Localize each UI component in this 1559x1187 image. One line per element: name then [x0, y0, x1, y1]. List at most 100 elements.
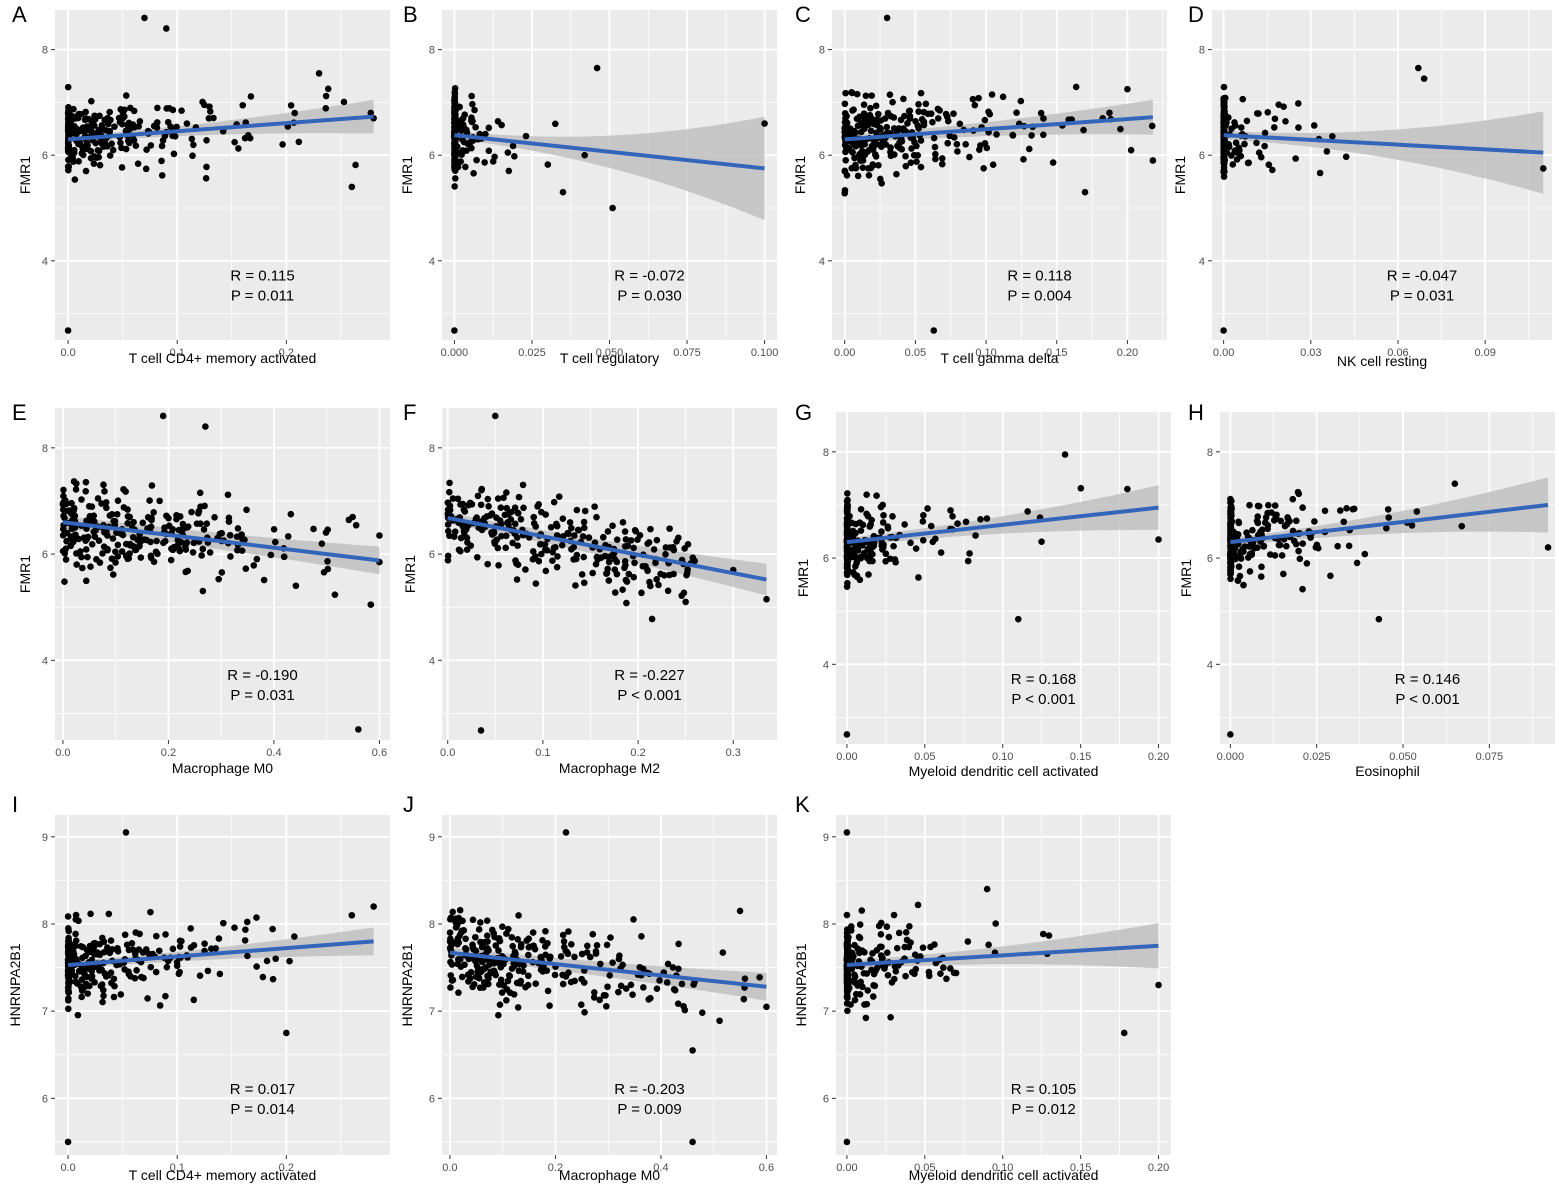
data-point	[1271, 115, 1279, 123]
data-point	[1246, 568, 1254, 575]
data-point	[1299, 540, 1307, 547]
data-point	[495, 947, 502, 954]
regression-line	[1223, 133, 1544, 155]
y-tick-label: 4	[819, 256, 825, 268]
p-value: P = 0.004	[1007, 288, 1071, 305]
data-point	[125, 946, 133, 954]
data-point	[544, 161, 552, 168]
x-tick-label: 0.15	[1070, 1162, 1091, 1174]
x-tick-label: 0.050	[596, 347, 624, 359]
y-tick-label: 4	[823, 659, 829, 671]
data-point	[597, 960, 604, 968]
data-point	[573, 506, 581, 514]
data-point	[111, 982, 118, 990]
data-point	[472, 515, 480, 523]
data-point	[500, 494, 507, 502]
data-point	[879, 519, 887, 526]
data-point	[966, 550, 973, 557]
data-point	[853, 115, 861, 123]
data-point	[864, 987, 872, 994]
data-point	[1253, 139, 1260, 147]
data-point	[65, 995, 72, 1002]
data-point	[82, 980, 90, 988]
p-value: P < 0.001	[617, 687, 681, 704]
data-point	[1294, 488, 1302, 496]
data-point	[73, 561, 80, 568]
p-value: P < 0.001	[1011, 691, 1075, 708]
y-tick-label: 4	[429, 655, 435, 667]
data-point	[61, 578, 68, 586]
x-tick-label: 0.2	[630, 747, 645, 759]
data-point	[1013, 109, 1020, 117]
data-point	[189, 152, 196, 160]
panel-c: C 0.00 0.05 0.10 0.15 0.20 4 6 8 T cell gamma del…	[792, 2, 1167, 366]
data-point	[924, 110, 932, 118]
data-point	[482, 130, 489, 138]
data-point	[493, 514, 500, 521]
data-point	[122, 829, 130, 836]
x-tick-label: 0.20	[1117, 347, 1138, 359]
data-point	[1257, 573, 1265, 580]
data-point	[196, 489, 204, 497]
data-point	[259, 973, 267, 981]
data-point	[465, 501, 472, 509]
panel-b: B 0.000 0.025 0.050 0.075 0.100 4 6 8 T cell regu…	[399, 2, 778, 366]
data-point	[1017, 97, 1025, 105]
data-point	[883, 123, 891, 131]
data-point	[513, 979, 521, 987]
data-point	[848, 533, 855, 540]
data-point	[70, 146, 78, 154]
data-point	[117, 991, 125, 998]
data-point	[136, 930, 143, 938]
data-point	[96, 951, 104, 959]
regression-line	[846, 505, 1159, 545]
data-point	[567, 978, 575, 986]
data-point	[889, 98, 896, 106]
data-point	[892, 558, 899, 566]
y-axis-label: HNRNPA2B1	[399, 943, 415, 1026]
data-point	[179, 526, 187, 533]
data-point	[511, 152, 518, 160]
data-point	[666, 525, 673, 532]
data-point	[515, 493, 523, 501]
y-tick-label: 8	[429, 443, 435, 455]
plot-background	[832, 10, 1167, 340]
data-point	[890, 911, 898, 919]
data-point	[118, 548, 126, 555]
data-point	[130, 107, 138, 115]
data-point	[147, 908, 154, 916]
data-point	[890, 975, 898, 983]
data-point	[542, 511, 549, 518]
data-point	[162, 931, 169, 938]
data-point	[446, 479, 453, 487]
data-point	[247, 93, 255, 100]
data-point	[455, 546, 463, 554]
x-tick-label: 0.2	[161, 747, 176, 759]
regression-line	[447, 515, 767, 582]
x-tick-label: 0.00	[834, 347, 855, 359]
data-point	[1221, 94, 1229, 102]
data-point	[75, 535, 82, 543]
panel-k: K 0.00 0.05 0.10 0.15 0.20 6 7 8 9 Myeloid dendrit…	[793, 792, 1171, 1183]
data-point	[458, 973, 466, 981]
data-point	[269, 925, 276, 933]
data-point	[145, 950, 153, 958]
data-point	[457, 963, 465, 970]
p-value: P = 0.012	[1011, 1101, 1075, 1118]
data-point	[109, 535, 117, 542]
data-point	[522, 566, 529, 573]
data-point	[966, 153, 973, 161]
data-point	[653, 575, 660, 583]
data-point	[188, 135, 196, 143]
data-point	[469, 941, 476, 948]
data-point	[176, 968, 183, 976]
data-point	[126, 541, 134, 549]
data-point	[915, 100, 922, 108]
y-tick-label: 7	[823, 1006, 829, 1018]
data-point	[938, 155, 946, 162]
data-point	[915, 574, 922, 581]
data-point	[848, 89, 856, 97]
data-point	[532, 980, 540, 987]
panel-letter: J	[403, 792, 414, 817]
data-point	[884, 971, 892, 979]
